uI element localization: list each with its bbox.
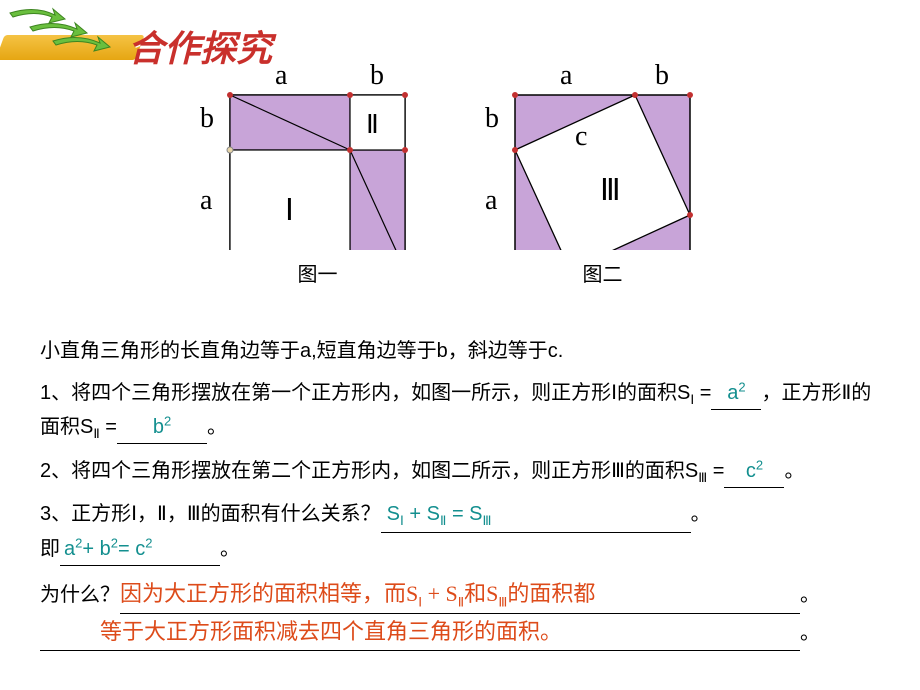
q3-part-c: 即	[40, 538, 60, 560]
q1-part-e: 。	[207, 416, 227, 438]
fig1-label-b-left: b	[200, 103, 214, 135]
q3-ans-eq: = S	[446, 503, 482, 525]
q3-ans2-a: a	[64, 538, 75, 560]
q3-ans-a: S	[387, 503, 400, 525]
fig2-label-a-left: a	[485, 185, 497, 217]
fig1-label-a-top: a	[275, 60, 287, 92]
fig2-roman-3: Ⅲ	[600, 174, 621, 207]
q3-part-b: 。	[691, 503, 711, 525]
q2-part-a: 2、将四个三角形摆放在第二个正方形内，如图二所示，则正方形Ⅲ的面积S	[40, 460, 698, 482]
figures-area: a b b a Ⅰ Ⅱ	[0, 65, 920, 330]
q2-part-b: =	[707, 460, 724, 482]
q2-part-c: 。	[784, 460, 804, 482]
q1-ans2: b	[153, 416, 164, 438]
q4-part-b: 。	[800, 584, 820, 606]
q2-ans: c	[746, 460, 756, 482]
q3-blank2: a2+ b2= c2	[60, 533, 220, 566]
fig2-caption: 图二	[510, 258, 695, 287]
q1-ans1: a	[727, 382, 738, 404]
content-area: 小直角三角形的长直角边等于a,短直角边等于b，斜边等于c. 1、将四个三角形摆放…	[40, 335, 880, 661]
q1-part-d: =	[100, 416, 117, 438]
q3-part-a: 3、正方形Ⅰ，Ⅱ，Ⅲ的面积有什么关系？	[40, 503, 381, 525]
q3-part-d: 。	[220, 538, 240, 560]
fig2-label-b-top: b	[655, 60, 669, 92]
q4-blank2: 等于大正方形面积减去四个直角三角形的面积。	[40, 614, 800, 650]
q3-ans2-b: + b	[82, 538, 110, 560]
q2-sub: Ⅲ	[698, 470, 707, 485]
fig1-roman-2: Ⅱ	[366, 110, 379, 139]
figure-1: a b b a Ⅰ Ⅱ	[225, 65, 410, 287]
q4-part-a: 为什么？	[40, 584, 120, 606]
q4-ans2: 等于大正方形面积减去四个直角三角形的面积。	[100, 619, 562, 644]
q1-blank2: b2	[117, 411, 207, 444]
q4-ans1-b: + S	[422, 581, 458, 606]
q3-ans-s3: Ⅲ	[483, 513, 492, 528]
q1-blank1: a2	[711, 377, 761, 410]
intro-text: 小直角三角形的长直角边等于a,短直角边等于b，斜边等于c.	[40, 335, 880, 367]
fig2-label-b-left: b	[485, 103, 499, 135]
q1-part-b: =	[694, 382, 711, 404]
fig2-label-a-top: a	[560, 60, 572, 92]
question-2: 2、将四个三角形摆放在第二个正方形内，如图二所示，则正方形Ⅲ的面积SⅢ =c2。	[40, 455, 880, 489]
fig2-label-c: c	[575, 121, 587, 152]
fig2-svg: c Ⅲ	[510, 65, 695, 250]
q4-ans1-c: 和S	[464, 581, 498, 606]
question-1: 1、将四个三角形摆放在第一个正方形内，如图一所示，则正方形Ⅰ的面积SⅠ =a2，…	[40, 377, 880, 445]
q4-ans1-a: 因为大正方形的面积相等，而S	[120, 581, 418, 606]
fig1-svg: Ⅰ Ⅱ	[225, 65, 410, 250]
q3-ans2-c: = c	[118, 538, 145, 560]
fig1-caption: 图一	[225, 258, 410, 287]
fig1-roman-1: Ⅰ	[285, 194, 294, 227]
q1-part-a: 1、将四个三角形摆放在第一个正方形内，如图一所示，则正方形Ⅰ的面积S	[40, 382, 690, 404]
q4-blank1: 因为大正方形的面积相等，而SⅠ + SⅡ和SⅢ的面积都	[120, 576, 800, 614]
fig1-label-a-left: a	[200, 185, 212, 217]
question-4: 为什么？因为大正方形的面积相等，而SⅠ + SⅡ和SⅢ的面积都。 等于大正方形面…	[40, 576, 880, 650]
q4-ans1-d: 的面积都	[507, 581, 595, 606]
q4-part-c: 。	[800, 622, 820, 644]
q3-ans-plus: + S	[404, 503, 440, 525]
fig1-label-b-top: b	[370, 60, 384, 92]
question-3: 3、正方形Ⅰ，Ⅱ，Ⅲ的面积有什么关系？SⅠ + SⅡ = SⅢ。 即a2+ b2…	[40, 498, 880, 566]
q2-blank: c2	[724, 455, 784, 488]
q3-blank1: SⅠ + SⅡ = SⅢ	[381, 498, 691, 533]
figure-2: a b b a c Ⅲ 图二	[510, 65, 695, 287]
